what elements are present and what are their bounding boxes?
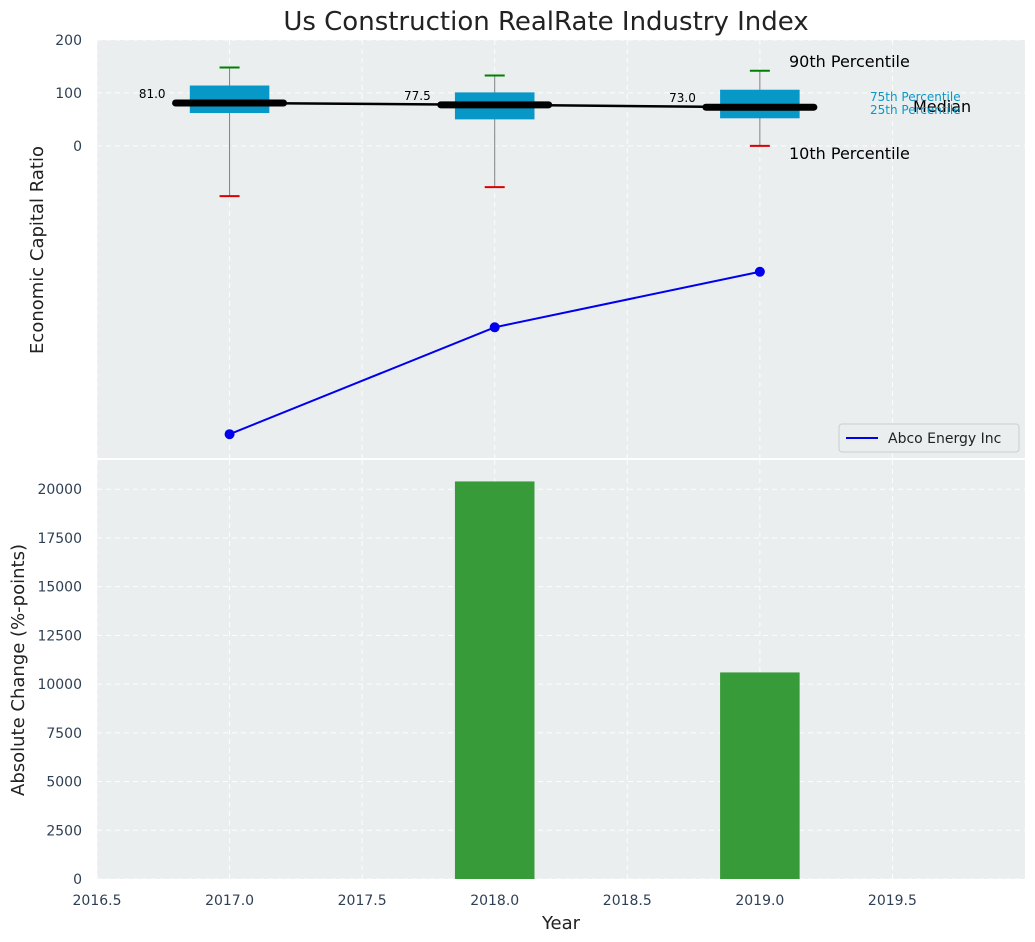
bottom-y-tick-label: 20000 [37, 482, 82, 498]
bottom-plot-area [97, 460, 1025, 879]
iqr-box [189, 85, 270, 114]
legend-box [838, 423, 1020, 453]
bottom-y-tick-label: 2500 [46, 823, 82, 839]
bottom-y-tick-label: 12500 [37, 628, 82, 644]
bottom-y-tick-label: 0 [73, 872, 82, 888]
p75-annotation: 75th Percentile [870, 90, 961, 104]
top-y-tick-label: 200 [55, 33, 82, 49]
median-value-label: 81.0 [139, 87, 166, 101]
x-axis-label: Year [541, 913, 581, 934]
change-bar [720, 672, 800, 879]
legend: Abco Energy Inc [838, 423, 1020, 453]
x-tick-label: 2017.0 [205, 893, 254, 909]
x-tick-label: 2018.0 [470, 893, 519, 909]
chart-title: Us Construction RealRate Industry Index [283, 7, 808, 37]
median-annotation: Median [913, 97, 971, 116]
legend-entry-label: Abco Energy Inc [888, 431, 1001, 447]
bottom-y-tick-label: 15000 [37, 580, 82, 596]
p25-annotation: 25th Percentile [870, 103, 961, 117]
median-value-label: 73.0 [669, 91, 696, 105]
top-panel: 200 100 0 Economic Capital Ratio 81.0 77.5 7… [27, 33, 1025, 458]
x-tick-label: 2016.5 [73, 893, 122, 909]
median-trend-line [229, 101, 760, 109]
top-y-tick-label: 100 [55, 86, 82, 102]
x-tick-label: 2019.0 [735, 893, 784, 909]
series-point [489, 322, 500, 333]
median-value-label: 77.5 [404, 89, 431, 103]
x-tick-label: 2017.5 [338, 893, 387, 909]
bottom-y-tick-label: 5000 [46, 775, 82, 791]
bottom-y-tick-label: 10000 [37, 677, 82, 693]
bottom-panel: 0 2500 5000 7500 10000 12500 15000 17500 20000 2… [8, 460, 1025, 934]
series-point [224, 429, 235, 440]
top-y-axis-label: Economic Capital Ratio [27, 146, 48, 354]
bottom-y-tick-label: 7500 [46, 726, 82, 742]
p10-annotation: 10th Percentile [789, 144, 910, 163]
change-bar [454, 481, 535, 879]
series-point [754, 266, 765, 277]
p90-annotation: 90th Percentile [789, 52, 910, 71]
top-y-tick-label: 0 [73, 139, 82, 155]
x-tick-label: 2018.5 [603, 893, 652, 909]
x-tick-label: 2019.5 [868, 893, 917, 909]
bottom-y-tick-label: 17500 [37, 531, 82, 547]
bottom-y-axis-label: Absolute Change (%-points) [8, 544, 29, 796]
